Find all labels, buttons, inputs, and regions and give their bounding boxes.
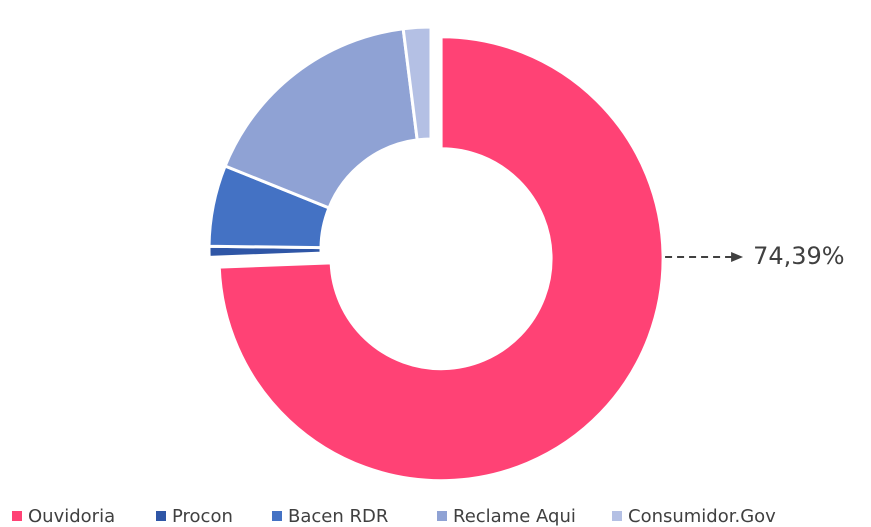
legend-label: Procon	[172, 506, 233, 527]
legend-label: Bacen RDR	[288, 506, 388, 527]
data-label: 74,39%	[753, 242, 845, 270]
legend-swatch	[12, 511, 22, 521]
legend-swatch	[156, 511, 166, 521]
legend-label: Reclame Aqui	[453, 506, 576, 527]
legend-label: Consumidor.Gov	[628, 506, 776, 527]
legend-swatch	[272, 511, 282, 521]
legend-label: Ouvidoria	[28, 506, 115, 527]
donut-slice	[401, 25, 433, 142]
donut-slice	[217, 35, 665, 483]
donut-slice	[223, 27, 419, 210]
legend-swatch	[612, 511, 622, 521]
arrow-head	[731, 252, 744, 262]
legend-swatch	[437, 511, 447, 521]
